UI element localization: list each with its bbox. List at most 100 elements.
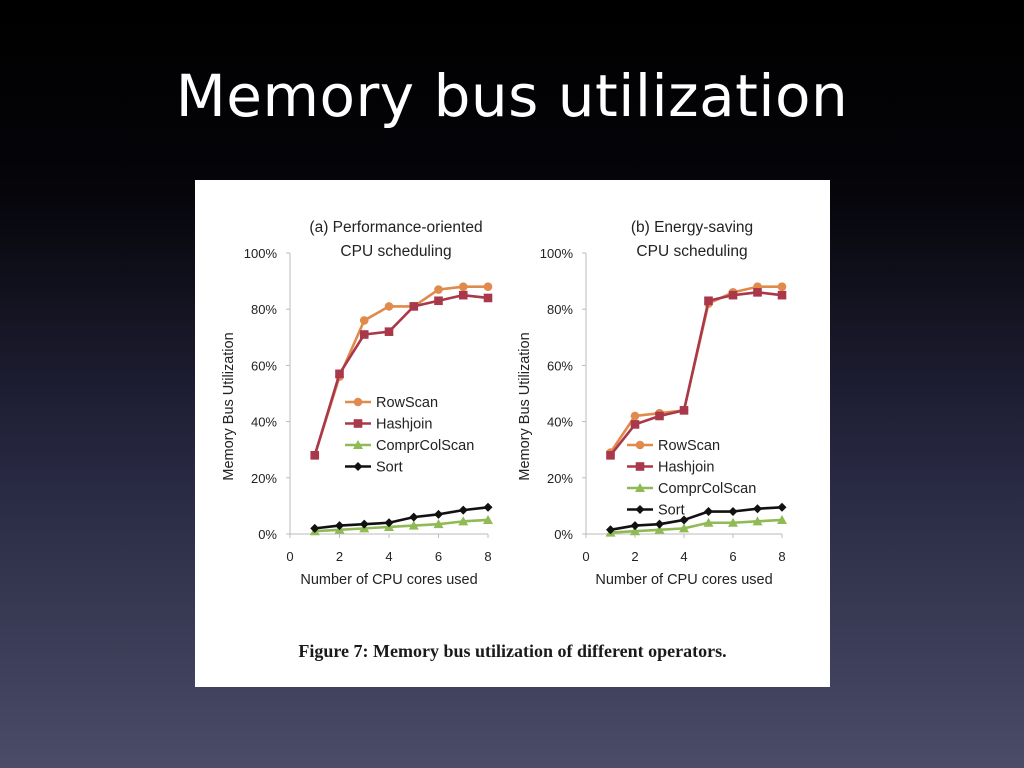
series-hashjoin-point	[728, 290, 738, 300]
series-rowscan-point	[359, 316, 369, 325]
x-tick-label: 0	[582, 549, 589, 564]
series-sort-point	[409, 512, 419, 522]
figure-caption: Figure 7: Memory bus utilization of diff…	[298, 641, 727, 661]
series-hashjoin-line	[609, 291, 783, 457]
y-tick-label: 100%	[244, 246, 278, 261]
series-comprcolscan-point	[703, 517, 714, 527]
series-comprcolscan-point	[728, 517, 738, 527]
series-sort-point	[310, 523, 320, 533]
legend-label: Hashjoin	[658, 460, 714, 476]
y-tick-label: 0%	[554, 527, 573, 542]
x-tick-label: 8	[484, 549, 491, 564]
series-rowscan	[606, 282, 787, 457]
y-tick-label: 20%	[251, 471, 277, 486]
series-rowscan-point	[384, 302, 394, 311]
chart-title-line: CPU scheduling	[340, 243, 451, 260]
y-tick-label: 40%	[251, 415, 277, 430]
x-tick-label: 4	[385, 549, 392, 564]
series-comprcolscan-point	[654, 524, 665, 534]
series-sort-point	[704, 507, 713, 517]
y-tick-label: 40%	[547, 415, 573, 430]
series-sort-point	[777, 502, 787, 512]
series-comprcolscan-point	[679, 523, 689, 533]
series-comprcolscan-point	[458, 516, 469, 526]
series-sort-point	[359, 519, 369, 529]
x-tick-label: 6	[435, 549, 442, 564]
series-sort-point	[335, 521, 344, 531]
series-comprcolscan-point	[630, 526, 640, 536]
x-tick-label: 0	[286, 549, 293, 564]
legend-swatch-marker	[635, 483, 645, 492]
legend-swatch-marker	[353, 397, 363, 407]
series-comprcolscan-point	[777, 514, 787, 524]
series-comprcolscan	[309, 514, 493, 536]
chart-a: (a) Performance-oriented CPU scheduling 0%…	[221, 219, 493, 588]
chart-title-line: (b) Energy-saving	[631, 219, 753, 236]
series-sort-point	[483, 502, 493, 512]
series-hashjoin-point	[483, 293, 493, 303]
series-hashjoin-point	[409, 302, 419, 311]
legend-swatch-marker	[353, 462, 363, 471]
x-tick-label: 8	[778, 549, 785, 564]
x-axis-label: Number of CPU cores used	[300, 572, 477, 588]
series-hashjoin	[310, 290, 493, 460]
x-tick-label: 6	[729, 549, 736, 564]
y-tick-label: 100%	[540, 246, 574, 261]
series-rowscan-point	[630, 411, 640, 421]
legend-label: ComprColScan	[658, 481, 756, 497]
series-hashjoin-point	[359, 330, 369, 339]
series-hashjoin-point	[458, 290, 468, 300]
figure-panel: (a) Performance-oriented CPU scheduling 0%…	[195, 180, 830, 687]
chart-legend: RowScan Hashjoin ComprColScan Sort	[345, 395, 474, 476]
legend-label: RowScan	[376, 395, 438, 411]
series-comprcolscan-point	[483, 514, 493, 524]
chart-b: (b) Energy-saving CPU scheduling 0% 20% 40% 6…	[517, 219, 787, 588]
series-sort	[606, 502, 787, 535]
series-hashjoin-point	[704, 296, 713, 306]
series-sort-point	[434, 509, 443, 519]
y-tick-label: 20%	[547, 471, 573, 486]
legend-label: RowScan	[658, 438, 720, 454]
y-tick-label: 60%	[547, 358, 573, 373]
series-sort-point	[655, 519, 664, 529]
series-comprcolscan-point	[408, 520, 419, 530]
legend-label: Sort	[376, 460, 403, 476]
series-hashjoin-point	[335, 369, 344, 379]
x-tick-label: 2	[631, 549, 638, 564]
legend-swatch-marker	[635, 440, 645, 450]
series-sort-point	[458, 505, 468, 515]
series-hashjoin-point	[310, 451, 320, 460]
series-hashjoin-point	[630, 420, 640, 429]
chart-title-line: (a) Performance-oriented	[309, 219, 482, 236]
slide-title: Memory bus utilization	[175, 62, 849, 130]
series-sort-point	[679, 515, 689, 525]
series-sort-point	[728, 507, 738, 517]
series-sort-point	[753, 504, 762, 514]
legend-swatch-marker	[635, 462, 645, 471]
series-rowscan-point	[434, 285, 443, 294]
y-tick-label: 80%	[251, 302, 277, 317]
series-hashjoin-point	[384, 327, 394, 336]
series-sort-point	[384, 518, 394, 528]
series-sort	[310, 502, 493, 533]
legend-label: Hashjoin	[376, 417, 432, 433]
y-tick-label: 0%	[258, 527, 277, 542]
series-rowscan-point	[777, 282, 787, 292]
series-comprcolscan-line	[610, 518, 783, 534]
series-sort-point	[606, 525, 615, 535]
y-axis-label: Memory Bus Utilization	[517, 332, 533, 480]
series-hashjoin-point	[777, 290, 787, 300]
series-hashjoin-point	[679, 406, 689, 415]
series-sort-point	[630, 521, 640, 531]
y-tick-label: 80%	[547, 302, 573, 317]
series-comprcolscan-line	[314, 518, 489, 533]
series-hashjoin-point	[753, 288, 762, 297]
legend-label: Sort	[658, 503, 685, 519]
y-axis-label: Memory Bus Utilization	[221, 332, 237, 480]
x-axis-label: Number of CPU cores used	[595, 572, 772, 588]
legend-swatch-marker	[635, 505, 645, 514]
series-rowscan-point	[483, 282, 493, 292]
series-hashjoin-point	[606, 451, 615, 460]
legend-swatch-marker	[353, 419, 363, 428]
series-hashjoin-point	[655, 411, 664, 421]
